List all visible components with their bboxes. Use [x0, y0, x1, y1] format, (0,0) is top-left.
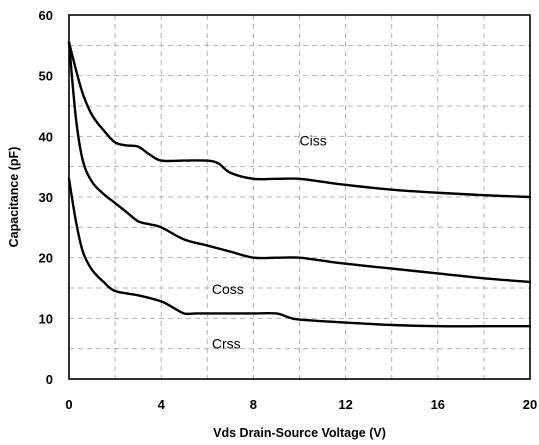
- y-tick-label: 60: [39, 8, 53, 23]
- y-tick-label: 50: [39, 69, 53, 84]
- y-tick-label: 30: [39, 190, 53, 205]
- x-tick-label: 16: [431, 397, 445, 412]
- x-tick-label: 0: [65, 397, 72, 412]
- y-tick-label: 40: [39, 129, 53, 144]
- x-tick-label: 4: [158, 397, 166, 412]
- x-tick-label: 20: [523, 397, 537, 412]
- series-label-ciss: Ciss: [300, 132, 327, 148]
- y-tick-label: 0: [46, 372, 53, 387]
- series-label-crss: Crss: [212, 336, 241, 352]
- x-tick-label: 8: [250, 397, 257, 412]
- series-line-crss: [67, 177, 532, 328]
- series-labels: Ciss Coss Crss: [212, 132, 327, 351]
- y-tick-label: 20: [39, 251, 53, 266]
- series-lines: [67, 41, 532, 328]
- y-tick-label: 10: [39, 311, 53, 326]
- grid-lines: [69, 15, 530, 379]
- series-label-coss: Coss: [212, 281, 244, 297]
- tick-labels: 0 10 20 30 40 50 60 0 4 8 12 16 20: [39, 8, 538, 412]
- y-axis-title: Capacitance (pF): [7, 147, 21, 248]
- plot-frame: [68, 14, 531, 380]
- series-line-coss: [67, 41, 532, 284]
- x-tick-label: 12: [338, 397, 352, 412]
- x-axis-title: Vds Drain-Source Voltage (V): [213, 426, 386, 440]
- series-line-ciss: [67, 41, 532, 199]
